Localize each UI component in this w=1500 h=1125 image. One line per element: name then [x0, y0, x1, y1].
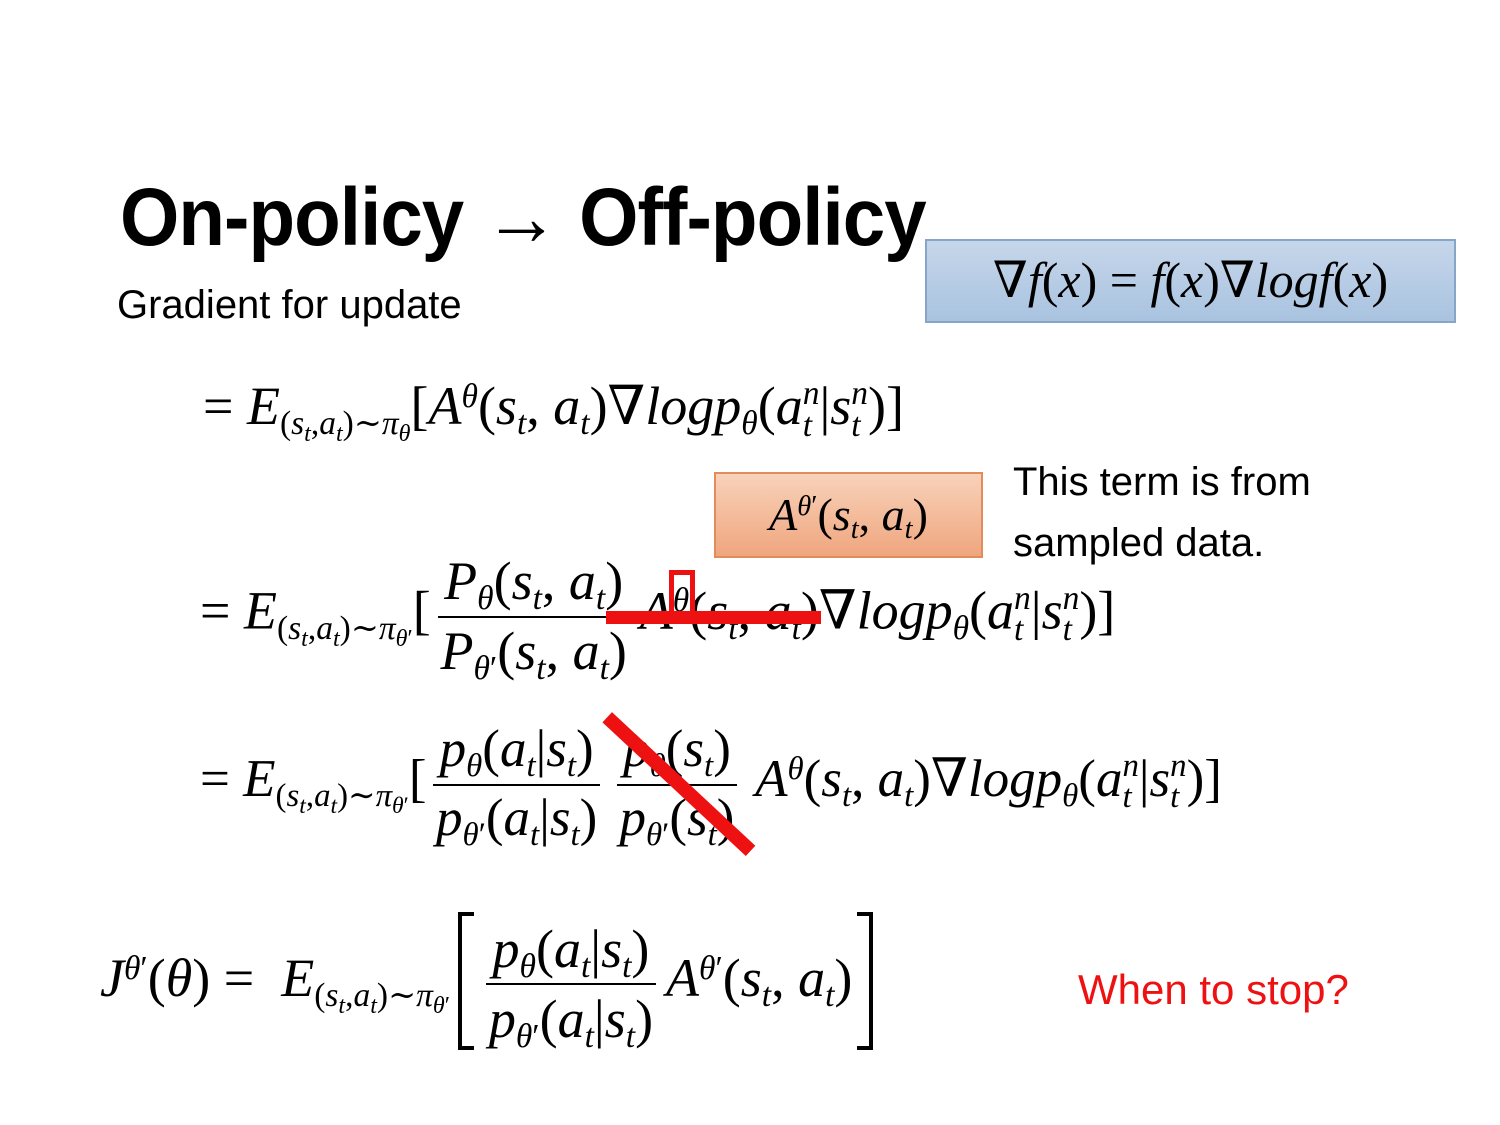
note-line-2: sampled data. — [1013, 521, 1265, 565]
when-to-stop-question: When to stop? — [1078, 966, 1349, 1013]
page-title: On-policy → Off-policy — [120, 171, 927, 263]
advantage-term-box: Aθ′(st, at) — [714, 472, 983, 558]
advantage-term-formula: Aθ′(st, at) — [769, 488, 928, 546]
equation-objective-function: Jθ′(θ) = E(st,at)∼πθ′ pθ(at|st) pθ′(at|st) A… — [100, 912, 873, 1053]
equation-on-policy-gradient: = E(st,at)∼πθ[Aθ(st, at)∇logpθ(a n t |s n t)] — [203, 375, 904, 448]
note-line-1: This term is from — [1013, 460, 1311, 504]
sampled-data-note: This term is from sampled data. — [1013, 452, 1311, 574]
equation-importance-sampling-factored: = E(st,at)∼πθ′[pθ(at|st) pθ′(at|st) pθ(st)… — [200, 720, 1222, 853]
equation-importance-sampling-joint: = E(st,at)∼πθ′[Pθ(st, at) Pθ′(st, at) Aθ(s… — [200, 551, 1116, 688]
subtitle-gradient-for-update: Gradient for update — [117, 283, 462, 327]
gradient-identity-formula: ∇f(x) = f(x)∇logf(x) — [992, 252, 1389, 309]
gradient-identity-box: ∇f(x) = f(x)∇logf(x) — [925, 239, 1456, 323]
